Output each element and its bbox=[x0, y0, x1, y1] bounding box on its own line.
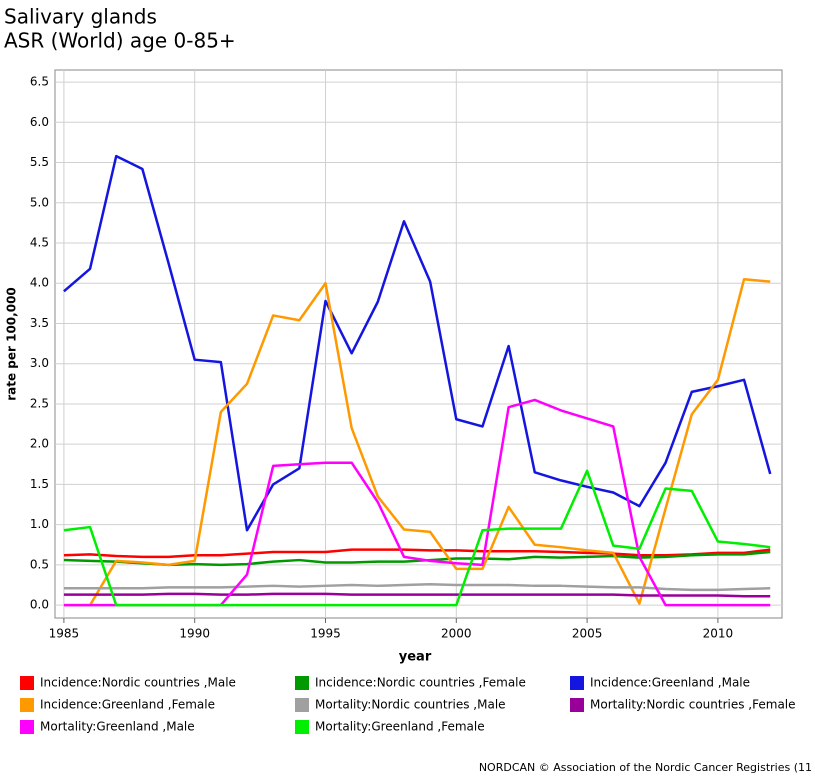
y-tick-label: 3.0 bbox=[30, 356, 49, 370]
y-tick-label: 5.5 bbox=[30, 155, 49, 169]
legend-swatch bbox=[20, 720, 34, 734]
legend-swatch bbox=[295, 720, 309, 734]
legend-label: Incidence:Nordic countries ,Female bbox=[315, 676, 526, 690]
y-tick-label: 2.5 bbox=[30, 396, 49, 410]
legend-label: Mortality:Nordic countries ,Female bbox=[590, 698, 796, 712]
y-tick-label: 2.0 bbox=[30, 437, 49, 451]
x-tick-label: 2000 bbox=[441, 627, 472, 641]
x-tick-label: 1995 bbox=[310, 627, 341, 641]
legend-label: Incidence:Nordic countries ,Male bbox=[40, 676, 236, 690]
x-axis-label: year bbox=[399, 650, 432, 665]
series-line bbox=[63, 277, 771, 607]
legend-label: Incidence:Greenland ,Female bbox=[40, 698, 215, 712]
x-tick-label: 1985 bbox=[49, 627, 80, 641]
y-tick-label: 1.0 bbox=[30, 517, 49, 531]
x-tick-label: 2005 bbox=[572, 627, 603, 641]
legend-label: Incidence:Greenland ,Male bbox=[590, 676, 750, 690]
y-tick-label: 4.5 bbox=[30, 236, 49, 250]
series-line bbox=[63, 469, 771, 607]
plot-area bbox=[54, 69, 783, 619]
legend-label: Mortality:Greenland ,Male bbox=[40, 720, 195, 734]
legend-swatch bbox=[295, 698, 309, 712]
series-line bbox=[63, 154, 772, 532]
y-tick-label: 5.0 bbox=[30, 195, 49, 209]
y-tick-label: 1.5 bbox=[30, 477, 49, 491]
legend-swatch bbox=[570, 676, 584, 690]
y-tick-label: 6.5 bbox=[30, 75, 49, 89]
y-tick-label: 0.5 bbox=[30, 557, 49, 571]
legend-swatch bbox=[20, 676, 34, 690]
x-tick-label: 2010 bbox=[703, 627, 734, 641]
y-axis-label: rate per 100,000 bbox=[5, 287, 19, 401]
legend-swatch bbox=[570, 698, 584, 712]
legend-label: Mortality:Greenland ,Female bbox=[315, 720, 485, 734]
x-tick-label: 1990 bbox=[179, 627, 210, 641]
chart-title: Salivary glands bbox=[4, 5, 157, 29]
y-tick-label: 4.0 bbox=[30, 276, 49, 290]
footer: NORDCAN © Association of the Nordic Canc… bbox=[479, 761, 812, 774]
chart-subtitle: ASR (World) age 0-85+ bbox=[4, 29, 236, 53]
y-tick-label: 6.0 bbox=[30, 115, 49, 129]
legend-label: Mortality:Nordic countries ,Male bbox=[315, 698, 506, 712]
y-tick-label: 0.0 bbox=[30, 598, 49, 612]
series-line bbox=[63, 582, 771, 592]
legend-swatch bbox=[20, 698, 34, 712]
legend-swatch bbox=[295, 676, 309, 690]
y-tick-label: 3.5 bbox=[30, 316, 49, 330]
series-line bbox=[63, 592, 771, 598]
